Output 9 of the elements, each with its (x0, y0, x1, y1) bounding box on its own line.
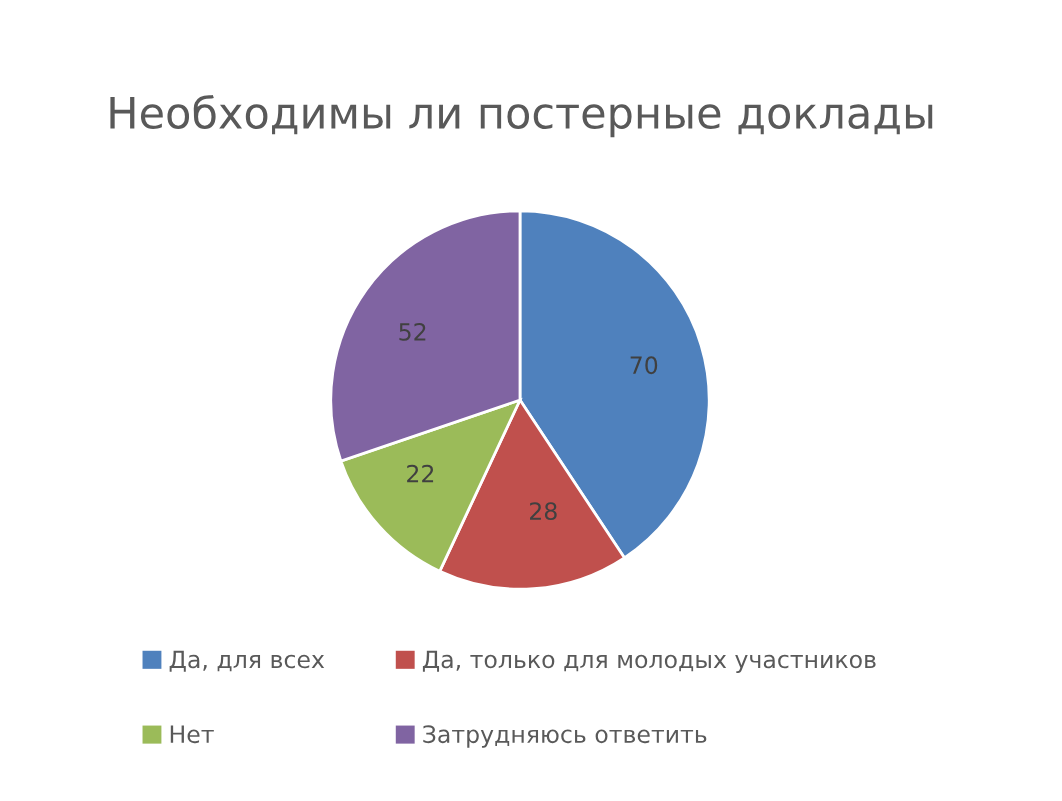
chart-title: Необходимы ли постерные доклады (110, 94, 933, 138)
legend-label: Затрудняюсь ответить (423, 725, 707, 748)
data-label: 28 (530, 502, 557, 521)
data-label: 70 (630, 356, 658, 375)
legend-label: Да, для всех (169, 650, 325, 672)
legend-label: Нет (170, 725, 214, 744)
legend-label: Да, только для молодых участников (422, 650, 876, 673)
data-label: 52 (399, 322, 426, 341)
data-label: 22 (407, 464, 434, 483)
